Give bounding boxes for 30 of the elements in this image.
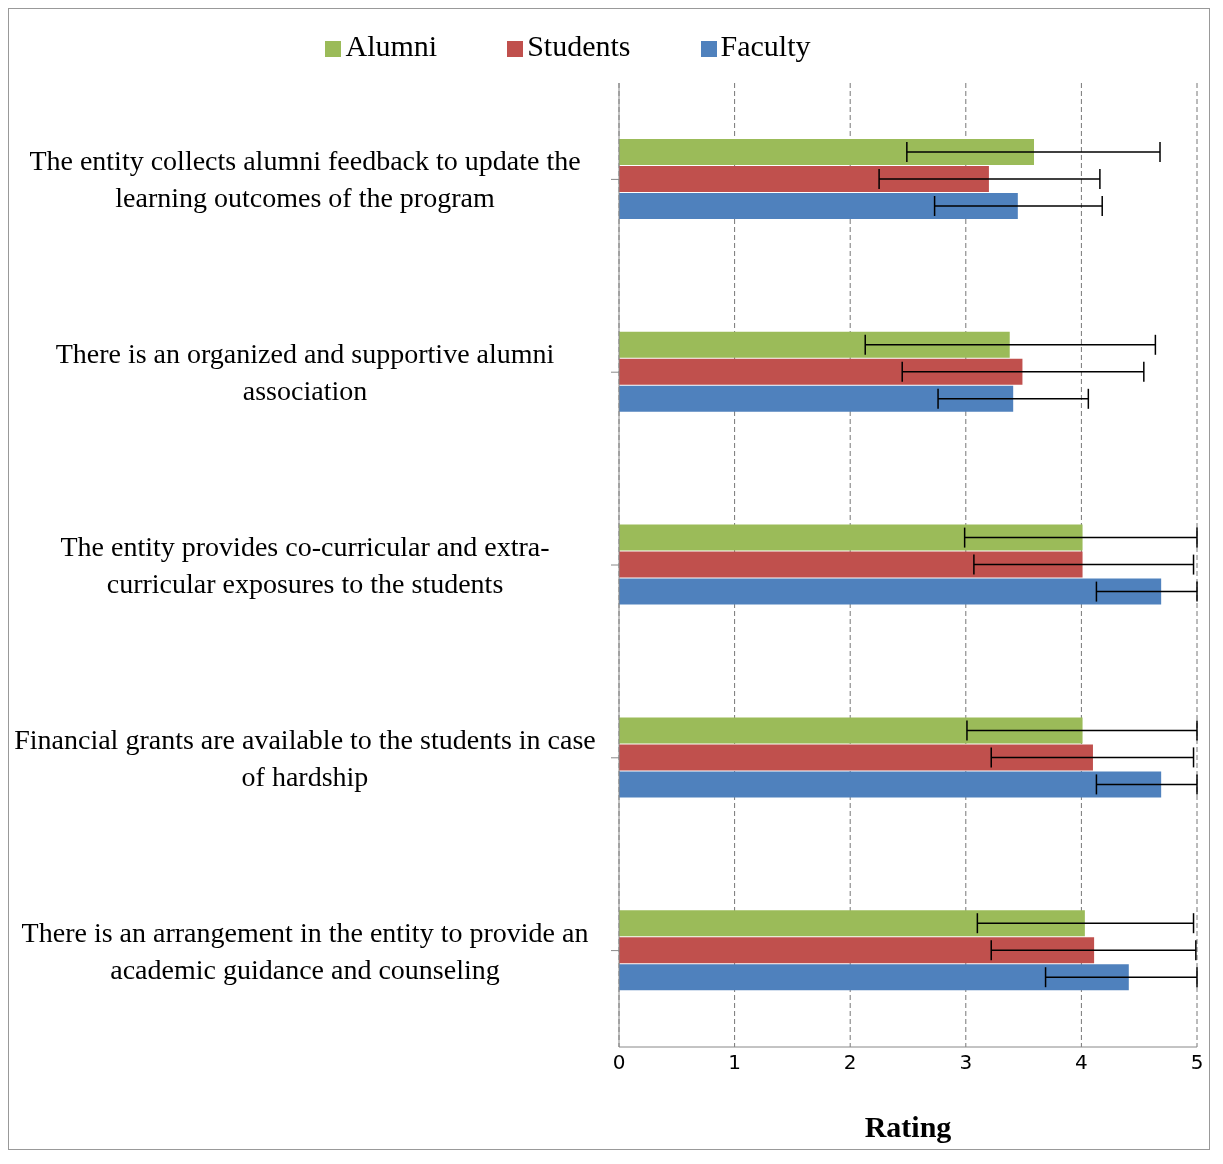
bar: [619, 964, 1129, 991]
bar: [619, 524, 1083, 551]
bar: [619, 139, 1034, 165]
y-tick-label: Financial grants are available to the students in case of hardship: [13, 722, 597, 794]
bar: [619, 358, 1023, 385]
legend-label: Alumni: [345, 29, 438, 62]
y-tick-label: There is an organized and supportive alumni association: [54, 337, 556, 409]
bar: [619, 193, 1018, 219]
bar: [619, 385, 1014, 412]
x-tick-label: 1: [728, 1050, 741, 1075]
legend-label: Students: [527, 29, 631, 62]
legend-label: Faculty: [720, 29, 811, 62]
y-tick-label: The entity provides co-curricular and extra-curricular exposures to the students: [59, 530, 551, 601]
x-tick-label: 0: [612, 1050, 626, 1075]
y-tick-label: The entity collects alumni feedback to update the learning outcomes of the program: [28, 144, 582, 216]
x-tick-label: 2: [843, 1050, 857, 1075]
x-tick-label: 5: [1190, 1050, 1204, 1075]
x-axis-title: Rating: [864, 1110, 952, 1143]
bar: [619, 910, 1085, 937]
bar: [619, 551, 1083, 578]
bar: [619, 937, 1095, 964]
bar: [619, 717, 1083, 744]
x-tick-label: 3: [959, 1050, 973, 1075]
bar: [619, 771, 1162, 798]
bar: [619, 331, 1010, 358]
bar: [619, 578, 1162, 605]
x-tick-label: 4: [1075, 1050, 1088, 1075]
bar: [619, 166, 989, 192]
y-tick-label: There is an arrangement in the entity to provide an academic guidance and counseling: [20, 915, 590, 987]
bar: [619, 744, 1093, 771]
